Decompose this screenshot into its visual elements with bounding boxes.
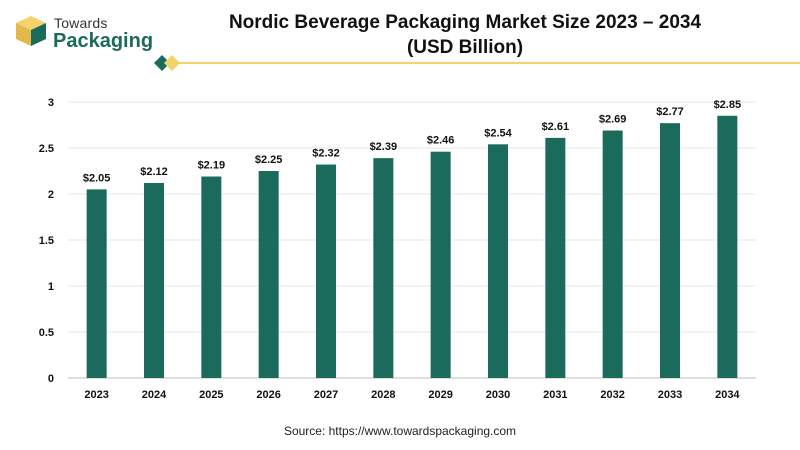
source-note: Source: https://www.towardspackaging.com [283, 424, 517, 438]
data-label: $2.85 [714, 99, 742, 111]
bar [144, 182, 164, 378]
chart-title: Nordic Beverage Packaging Market Size 20… [150, 10, 780, 60]
y-tick-label: 1.5 [39, 235, 54, 247]
bar [86, 189, 107, 378]
x-tick-label: 2027 [314, 389, 338, 401]
data-label: $2.46 [427, 135, 455, 147]
x-tick-label: 2023 [84, 389, 108, 401]
bar [602, 130, 623, 378]
x-tick-label: 2024 [142, 389, 167, 401]
brand-logo: Towards Packaging [14, 12, 164, 52]
bar [545, 137, 566, 378]
data-label: $2.69 [599, 114, 627, 126]
chart-title-line1: Nordic Beverage Packaging Market Size 20… [228, 12, 702, 33]
x-tick-label: 2028 [371, 389, 395, 401]
x-tick-label: 2025 [199, 389, 223, 401]
y-tick-label: 0 [48, 373, 54, 385]
divider-diamond-gold [164, 55, 180, 71]
y-tick-label: 2 [48, 189, 54, 201]
data-label: $2.61 [542, 121, 570, 133]
data-label: $2.32 [312, 148, 340, 160]
data-label: $2.25 [255, 154, 283, 166]
brand-name-line2: Packaging [53, 30, 154, 52]
x-tick-label: 2032 [600, 389, 624, 401]
divider-diamond-teal [154, 55, 170, 71]
x-tick-label: 2033 [658, 389, 682, 401]
brand-name-line1: Towards [54, 15, 108, 31]
data-label: $2.39 [370, 141, 398, 153]
y-tick-label: 3 [48, 97, 54, 109]
data-label: $2.77 [656, 106, 684, 118]
data-label: $2.12 [140, 166, 168, 178]
data-label: $2.19 [198, 160, 226, 172]
x-tick-label: 2031 [543, 389, 567, 401]
bar [201, 176, 222, 378]
title-divider [154, 55, 800, 71]
x-tick-label: 2026 [256, 389, 280, 401]
y-tick-label: 1 [48, 281, 54, 293]
x-tick-label: 2030 [486, 389, 510, 401]
bar [430, 151, 451, 378]
x-tick-label: 2029 [428, 389, 452, 401]
data-label: $2.05 [83, 172, 111, 184]
chart-title-line2: (USD Billion) [406, 37, 524, 58]
x-tick-label: 2034 [715, 389, 740, 401]
bar [488, 144, 508, 378]
bar [258, 171, 279, 378]
bar [373, 158, 394, 378]
y-tick-label: 0.5 [39, 327, 54, 339]
bar [316, 164, 336, 378]
y-tick-label: 2.5 [39, 143, 54, 155]
bar [660, 123, 680, 378]
data-label: $2.54 [484, 127, 512, 139]
bar [717, 115, 738, 379]
box-icon [16, 16, 46, 46]
